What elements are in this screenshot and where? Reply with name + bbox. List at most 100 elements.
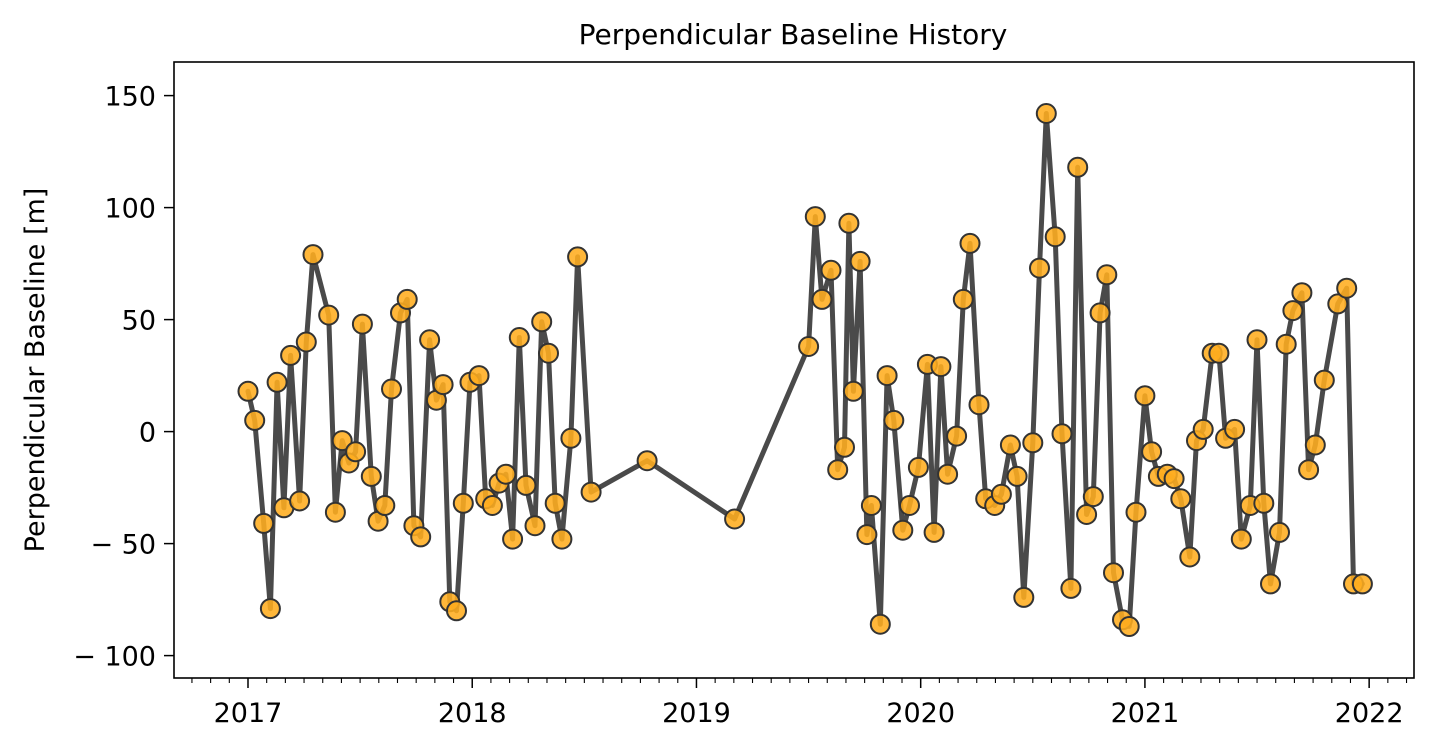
data-point bbox=[968, 394, 990, 416]
data-point bbox=[253, 512, 275, 534]
data-point bbox=[849, 250, 871, 272]
data-point bbox=[560, 427, 582, 449]
data-point bbox=[446, 600, 467, 622]
data-point bbox=[937, 463, 959, 485]
data-point bbox=[1246, 329, 1268, 351]
data-point bbox=[1051, 423, 1073, 445]
data-point bbox=[798, 336, 820, 357]
data-point bbox=[1351, 573, 1373, 595]
data-point bbox=[538, 342, 559, 364]
data-point bbox=[1022, 432, 1044, 454]
data-point bbox=[452, 492, 474, 514]
data-point bbox=[381, 378, 402, 400]
y-tick-label: − 50 bbox=[90, 530, 156, 561]
data-point bbox=[580, 481, 602, 503]
data-point bbox=[419, 329, 441, 351]
data-point bbox=[1313, 369, 1335, 391]
data-point bbox=[1208, 342, 1230, 364]
data-point bbox=[508, 327, 530, 348]
y-tick-label: − 100 bbox=[73, 642, 156, 673]
data-point bbox=[1089, 302, 1111, 324]
y-axis: 150 100 50 0 − 50 − 100 bbox=[73, 82, 174, 673]
data-point bbox=[1044, 226, 1066, 248]
data-point bbox=[804, 206, 826, 228]
data-point bbox=[524, 515, 546, 537]
data-point bbox=[842, 380, 864, 402]
data-point bbox=[1327, 293, 1349, 315]
data-point bbox=[1006, 465, 1028, 487]
data-point bbox=[1163, 468, 1185, 490]
data-point bbox=[481, 495, 503, 516]
data-point bbox=[1304, 434, 1326, 456]
data-point bbox=[1067, 156, 1089, 178]
data-point bbox=[515, 474, 537, 496]
data-point bbox=[1013, 586, 1035, 608]
data-point bbox=[266, 371, 288, 393]
plot-area: 2017 2018 2019 2020 2021 2022 150 100 50 0 − 50 − … bbox=[73, 61, 1415, 729]
data-point bbox=[1076, 504, 1098, 525]
data-point bbox=[930, 356, 952, 378]
data-point bbox=[502, 528, 524, 550]
data-point bbox=[1253, 492, 1275, 514]
plot-frame bbox=[173, 61, 1415, 679]
y-tick-label: 0 bbox=[139, 418, 156, 449]
data-point bbox=[883, 409, 905, 431]
x-axis: 2017 2018 2019 2020 2021 2022 bbox=[191, 678, 1408, 729]
data-point bbox=[289, 490, 311, 512]
data-point bbox=[1096, 264, 1118, 286]
data-point bbox=[302, 244, 324, 266]
x-tick-label: 2018 bbox=[438, 698, 507, 729]
data-point bbox=[899, 495, 920, 516]
data-point bbox=[1192, 418, 1214, 440]
data-point bbox=[1125, 501, 1147, 523]
data-point bbox=[1291, 282, 1313, 304]
data-point bbox=[396, 288, 418, 310]
data-point bbox=[860, 495, 882, 516]
data-point bbox=[324, 501, 346, 523]
data-point bbox=[544, 492, 566, 514]
data-point bbox=[990, 483, 1012, 505]
data-point bbox=[468, 365, 490, 387]
data-point bbox=[410, 526, 432, 548]
data-point bbox=[495, 463, 517, 485]
data-point bbox=[295, 331, 317, 353]
data-point bbox=[1060, 577, 1082, 599]
data-point bbox=[1029, 257, 1050, 279]
x-tick-label: 2017 bbox=[214, 698, 283, 729]
data-point bbox=[907, 456, 929, 478]
data-point bbox=[946, 425, 968, 447]
data-point bbox=[923, 521, 945, 543]
data-point bbox=[959, 232, 981, 254]
data-point bbox=[876, 365, 898, 387]
data-point bbox=[318, 304, 340, 326]
data-point bbox=[551, 528, 573, 550]
x-tick-label: 2021 bbox=[1111, 698, 1180, 729]
data-point bbox=[820, 259, 842, 281]
data-point bbox=[1082, 486, 1104, 508]
y-tick-label: 50 bbox=[122, 306, 156, 337]
data-point bbox=[1170, 488, 1192, 510]
data-point bbox=[374, 495, 396, 516]
data-point bbox=[856, 524, 878, 546]
data-point bbox=[1103, 562, 1124, 584]
y-tick-label: 100 bbox=[104, 194, 156, 225]
data-point bbox=[1134, 385, 1156, 407]
x-tick-label: 2022 bbox=[1335, 698, 1404, 729]
data-point bbox=[1336, 277, 1358, 299]
data-point bbox=[1179, 546, 1201, 568]
data-point bbox=[360, 465, 382, 487]
data-point bbox=[331, 430, 353, 452]
data-point bbox=[834, 436, 855, 458]
data-point bbox=[1224, 418, 1246, 440]
data-point bbox=[1282, 300, 1304, 322]
data-point bbox=[1230, 528, 1252, 550]
data-point bbox=[999, 434, 1021, 456]
data-point bbox=[1260, 573, 1281, 595]
data-point bbox=[1298, 459, 1320, 481]
data-point bbox=[724, 508, 746, 530]
data-point bbox=[237, 380, 259, 402]
data-point bbox=[345, 441, 367, 463]
x-tick-label: 2019 bbox=[662, 698, 731, 729]
data-point bbox=[1269, 521, 1290, 543]
